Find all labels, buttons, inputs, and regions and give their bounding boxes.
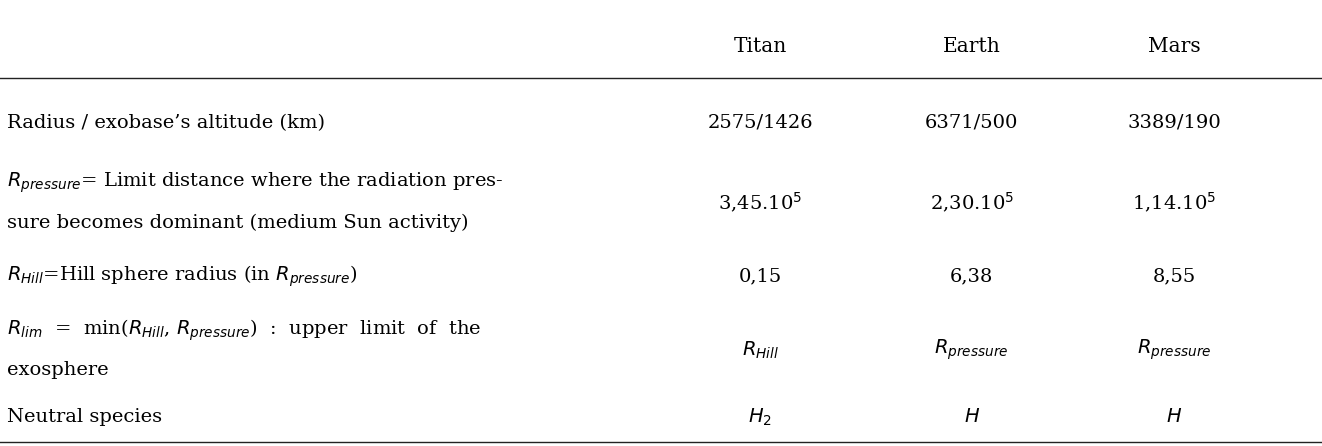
Text: $R_{lim}$  =  min($R_{Hill}$, $R_{pressure}$)  :  upper  limit  of  the: $R_{lim}$ = min($R_{Hill}$, $R_{pressure…: [7, 317, 481, 343]
Text: $H_2$: $H_2$: [748, 406, 772, 428]
Text: 8,55: 8,55: [1153, 268, 1195, 285]
Text: 3389/190: 3389/190: [1128, 114, 1220, 132]
Text: $R_{pressure}$= Limit distance where the radiation pres-: $R_{pressure}$= Limit distance where the…: [7, 171, 504, 195]
Text: $R_{pressure}$: $R_{pressure}$: [1137, 338, 1211, 362]
Text: $R_{Hill}$: $R_{Hill}$: [742, 339, 779, 361]
Text: Mars: Mars: [1147, 37, 1200, 56]
Text: $R_{pressure}$: $R_{pressure}$: [935, 338, 1009, 362]
Text: 1,14.10$^5$: 1,14.10$^5$: [1132, 191, 1216, 215]
Text: 6371/500: 6371/500: [925, 114, 1018, 132]
Text: Earth: Earth: [943, 37, 1001, 56]
Text: $H$: $H$: [964, 408, 980, 426]
Text: 2575/1426: 2575/1426: [707, 114, 813, 132]
Text: 6,38: 6,38: [951, 268, 993, 285]
Text: Neutral species: Neutral species: [7, 408, 161, 426]
Text: $H$: $H$: [1166, 408, 1182, 426]
Text: exosphere: exosphere: [7, 361, 108, 379]
Text: $R_{Hill}$=Hill sphere radius (in $R_{pressure}$): $R_{Hill}$=Hill sphere radius (in $R_{pr…: [7, 264, 357, 289]
Text: 0,15: 0,15: [739, 268, 781, 285]
Text: sure becomes dominant (medium Sun activity): sure becomes dominant (medium Sun activi…: [7, 214, 468, 232]
Text: 3,45.10$^5$: 3,45.10$^5$: [718, 191, 802, 215]
Text: 2,30.10$^5$: 2,30.10$^5$: [929, 191, 1014, 215]
Text: Radius / exobase’s altitude (km): Radius / exobase’s altitude (km): [7, 114, 325, 132]
Text: Titan: Titan: [734, 37, 787, 56]
